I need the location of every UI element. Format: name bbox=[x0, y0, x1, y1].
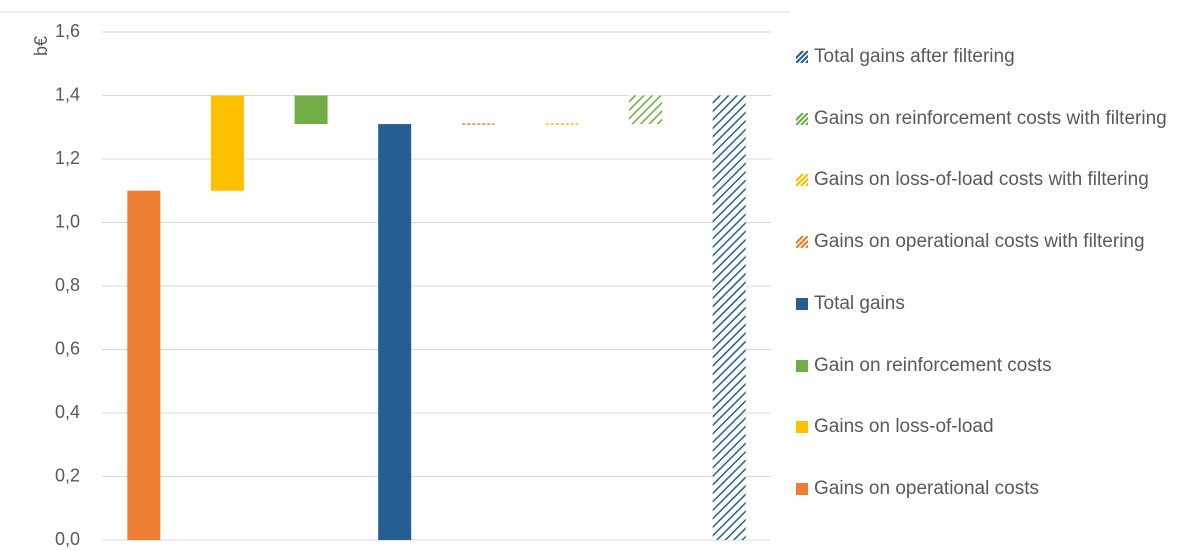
legend-hatch bbox=[796, 236, 808, 249]
legend-hatch bbox=[796, 51, 808, 63]
legend-swatch bbox=[796, 51, 808, 63]
legend-label: Gains on loss-of-load costs with filteri… bbox=[814, 169, 1149, 191]
legend-hatch bbox=[796, 51, 804, 60]
y-axis-title: b€ bbox=[31, 36, 51, 56]
legend-hatch bbox=[796, 174, 808, 187]
legend-swatch bbox=[796, 112, 808, 125]
legend-item: Gains on operational costs bbox=[796, 475, 1181, 503]
legend-swatch bbox=[796, 482, 808, 495]
bar bbox=[127, 190, 161, 540]
legend-rect bbox=[796, 359, 808, 372]
legend-label: Total gains after filtering bbox=[814, 46, 1015, 67]
legend-hatch bbox=[800, 239, 808, 249]
bar bbox=[712, 95, 746, 540]
legend-hatch bbox=[796, 236, 804, 245]
legend-swatch bbox=[796, 297, 808, 310]
legend-swatch bbox=[796, 421, 808, 434]
legend-hatch bbox=[796, 112, 808, 125]
legend-swatch bbox=[796, 236, 808, 249]
legend-swatch bbox=[796, 174, 808, 187]
legend-item: Gains on loss-of-load costs with filteri… bbox=[796, 166, 1181, 194]
legend-label: Gain on reinforcement costs bbox=[814, 354, 1052, 376]
legend: Gains on operational costs Gains on loss-… bbox=[796, 0, 1184, 551]
legend-rect bbox=[796, 421, 808, 434]
legend-hatch bbox=[800, 54, 808, 63]
bar bbox=[210, 95, 244, 191]
y-tick-label: 1,0 bbox=[55, 211, 80, 231]
bar bbox=[629, 95, 663, 125]
legend-item: Total gains bbox=[796, 290, 1181, 318]
legend-label: Gains on operational costs with filterin… bbox=[814, 231, 1145, 253]
y-tick-label: 0,8 bbox=[55, 275, 80, 295]
legend-rect bbox=[796, 482, 808, 495]
y-tick-label: 1,4 bbox=[55, 84, 80, 104]
y-tick-label: 1,2 bbox=[55, 148, 80, 168]
legend-label: Gains on reinforcement costs with filter… bbox=[814, 107, 1167, 129]
y-tick-label: 0,4 bbox=[55, 402, 80, 422]
legend-hatch bbox=[796, 112, 804, 122]
legend-item: Total gains after filtering bbox=[796, 43, 1181, 71]
legend-item: Gain on reinforcement costs bbox=[796, 352, 1181, 380]
y-tick-label: 1,6 bbox=[55, 21, 80, 41]
bar bbox=[294, 95, 328, 125]
y-tick-label: 0,0 bbox=[55, 529, 80, 549]
bar bbox=[378, 124, 412, 540]
legend-item: Gains on operational costs with filterin… bbox=[796, 228, 1181, 256]
legend-swatch bbox=[796, 359, 808, 372]
legend-hatch bbox=[800, 116, 808, 125]
legend-hatch bbox=[800, 177, 808, 187]
y-tick-label: 0,2 bbox=[55, 465, 80, 485]
legend-label: Gains on operational costs bbox=[814, 477, 1039, 499]
legend-label: Total gains bbox=[814, 292, 905, 314]
legend-item: Gains on loss-of-load bbox=[796, 413, 1181, 441]
legend-hatch bbox=[796, 174, 804, 183]
legend-label: Gains on loss-of-load bbox=[814, 416, 994, 438]
legend-item: Gains on reinforcement costs with filter… bbox=[796, 105, 1181, 133]
chart: b€ 0,0 0,2 0,4 0,6 0,8 1,0 1,2 1,4 1,6 bbox=[0, 11, 790, 549]
y-tick-label: 0,6 bbox=[55, 338, 80, 358]
legend-rect bbox=[796, 297, 808, 310]
